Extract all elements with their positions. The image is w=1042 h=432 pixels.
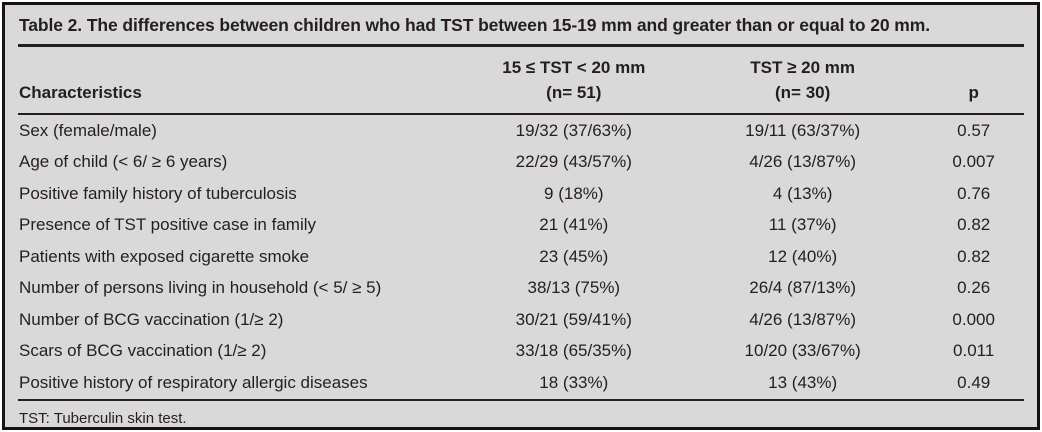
column-header-group2: TST ≥ 20 mm (n= 30) <box>681 47 924 115</box>
group1-value-cell: 38/13 (75%) <box>527 278 621 298</box>
table-footer: TST: Tuberculin skin test. <box>18 398 1024 427</box>
group2-value-cell: 4/26 (13/87%) <box>749 152 857 172</box>
group2-range-label: TST ≥ 20 mm <box>750 58 856 77</box>
table-body: Sex (female/male) 19/32 (37/63%) 19/11 (… <box>18 114 1024 400</box>
group2-value-cell: 13 (43%) <box>768 372 838 392</box>
p-value-cell: 0.57 <box>957 120 991 140</box>
row-label-cell: Number of persons living in household (<… <box>19 278 382 298</box>
row-label-cell: Scars of BCG vaccination (1/≥ 2) <box>19 341 267 361</box>
table-row: Number of persons living in household (<… <box>18 273 1024 305</box>
group1-value-cell: 19/32 (37/63%) <box>515 120 632 140</box>
column-header-characteristics: Characteristics <box>18 47 466 115</box>
group1-value-cell: 22/29 (43/57%) <box>515 152 632 172</box>
group2-value-cell: 4/26 (13/87%) <box>749 309 857 329</box>
group1-value-cell: 21 (41%) <box>539 215 609 235</box>
table-row: Patients with exposed cigarette smoke 23… <box>18 241 1024 273</box>
group2-value-cell: 12 (40%) <box>768 246 838 266</box>
group1-value-cell: 18 (33%) <box>539 372 609 392</box>
row-label-cell: Presence of TST positive case in family <box>19 215 317 235</box>
group2-value-cell: 4 (13%) <box>772 183 833 203</box>
group1-value-cell: 23 (45%) <box>539 246 609 266</box>
p-value-cell: 0.49 <box>957 372 991 392</box>
group1-n-label: (n= 51) <box>546 83 602 102</box>
p-value-cell: 0.82 <box>957 246 991 266</box>
row-label-cell: Positive history of respiratory allergic… <box>19 372 368 392</box>
data-table: Characteristics 15 ≤ TST < 20 mm (n= 51)… <box>18 47 1024 427</box>
table-row: Presence of TST positive case in family … <box>18 210 1024 242</box>
footnote-text: TST: Tuberculin skin test. <box>18 398 1024 427</box>
group1-value-cell: 9 (18%) <box>544 183 604 203</box>
group2-value-cell: 11 (37%) <box>768 215 837 235</box>
p-value-cell: 0.82 <box>957 215 991 235</box>
table-row: Age of child (< 6/ ≥ 6 years) 22/29 (43/… <box>18 147 1024 179</box>
header-row: Characteristics 15 ≤ TST < 20 mm (n= 51)… <box>18 47 1024 115</box>
p-value-cell: 0.000 <box>952 309 995 329</box>
table-caption: Table 2. The differences between childre… <box>19 15 930 35</box>
row-label-cell: Positive family history of tuberculosis <box>19 183 297 203</box>
row-label-cell: Sex (female/male) <box>19 120 157 140</box>
footnote-row: TST: Tuberculin skin test. <box>18 398 1024 427</box>
group2-value-cell: 26/4 (87/13%) <box>749 278 857 298</box>
table-row: Positive family history of tuberculosis … <box>18 178 1024 210</box>
row-label-cell: Number of BCG vaccination (1/≥ 2) <box>19 309 284 329</box>
p-value-cell: 0.26 <box>957 278 991 298</box>
column-header-p: p <box>923 47 1024 115</box>
group1-value-cell: 30/21 (59/41%) <box>515 309 632 329</box>
table-row: Number of BCG vaccination (1/≥ 2) 30/21 … <box>18 304 1024 336</box>
group1-range-label: 15 ≤ TST < 20 mm <box>502 58 646 77</box>
column-header-group1: 15 ≤ TST < 20 mm (n= 51) <box>465 47 682 115</box>
row-label-cell: Patients with exposed cigarette smoke <box>19 246 310 266</box>
table-row: Scars of BCG vaccination (1/≥ 2) 33/18 (… <box>18 336 1024 368</box>
group1-value-cell: 33/18 (65/35%) <box>515 341 632 361</box>
group2-value-cell: 19/11 (63/37%) <box>745 120 861 140</box>
table-row: Positive history of respiratory allergic… <box>18 367 1024 400</box>
row-label-cell: Age of child (< 6/ ≥ 6 years) <box>19 152 228 172</box>
group2-n-label: (n= 30) <box>775 83 831 102</box>
table-header: Characteristics 15 ≤ TST < 20 mm (n= 51)… <box>18 47 1024 115</box>
p-value-cell: 0.007 <box>952 152 995 172</box>
table-row: Sex (female/male) 19/32 (37/63%) 19/11 (… <box>18 114 1024 147</box>
caption-separator <box>18 44 1024 47</box>
p-value-cell: 0.76 <box>957 183 991 203</box>
group2-value-cell: 10/20 (33/67%) <box>744 341 861 361</box>
p-value-cell: 0.011 <box>953 341 995 361</box>
